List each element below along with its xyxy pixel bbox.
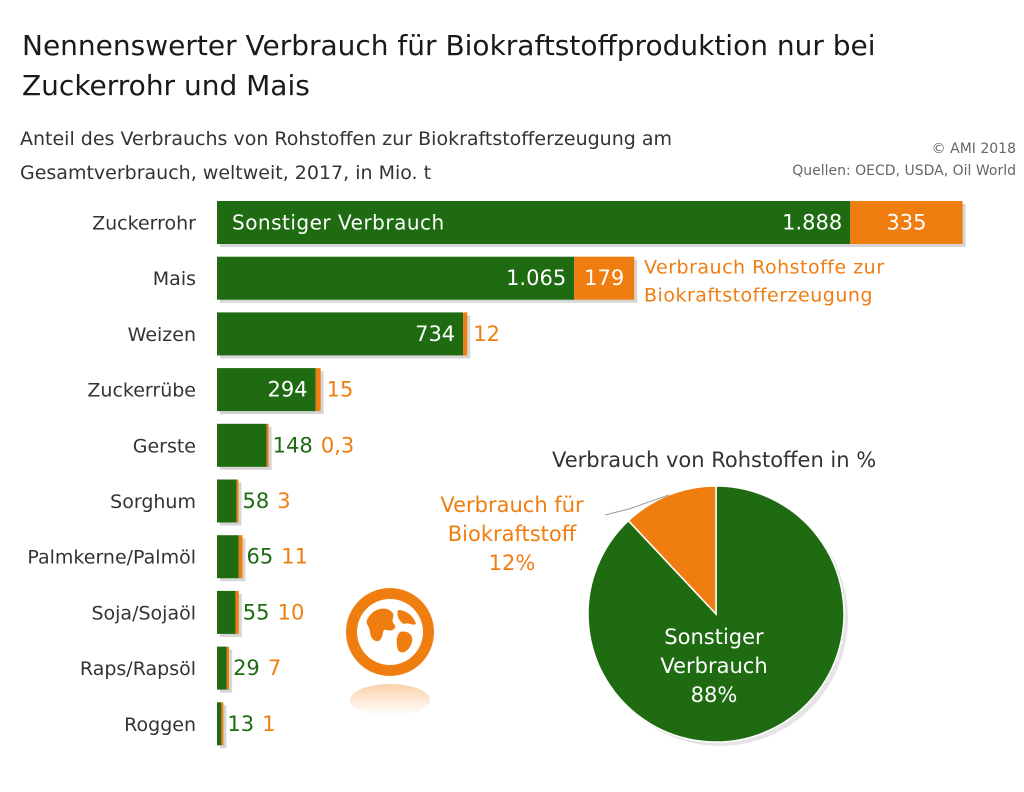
bar-green <box>217 201 851 244</box>
bar-value-green: 55 <box>243 600 270 624</box>
bar-green <box>217 256 575 300</box>
bar-value-green: 29 <box>233 656 260 680</box>
bar-green <box>217 646 227 690</box>
bar-orange <box>850 201 963 244</box>
bar-value-green: 734 <box>415 322 455 346</box>
category-label: Raps/Rapsöl <box>80 658 196 680</box>
bar-value-orange: 7 <box>268 656 281 680</box>
bar-green <box>217 312 464 356</box>
pie-title: Verbrauch von Rohstoffen in % <box>552 448 877 472</box>
pie-label-orange: Biokraftstoff <box>448 522 577 546</box>
category-label: Zuckerrohr <box>92 213 196 235</box>
chart-title: Nennenswerter Verbrauch für Biokraftstof… <box>22 29 876 102</box>
category-label: Gerste <box>133 435 196 457</box>
category-label: Soja/Sojaöl <box>91 602 196 624</box>
bar-orange <box>226 646 230 690</box>
sources-text: Quellen: OECD, USDA, Oil World <box>792 163 1016 179</box>
bar-orange <box>574 256 635 300</box>
copyright-text: © AMI 2018 <box>931 141 1016 157</box>
category-label: Mais <box>153 268 196 290</box>
pie-value-green: 88% <box>691 683 738 707</box>
bar-value-green: 58 <box>242 489 269 513</box>
bar-value-green: 148 <box>273 433 313 457</box>
bar-value-green: 1.888 <box>782 211 842 235</box>
bar-orange <box>236 479 239 523</box>
bar-green <box>217 702 222 746</box>
category-label: Sorghum <box>110 491 196 513</box>
bar-value-orange: 335 <box>886 211 926 235</box>
source-note: © AMI 2018 Quellen: OECD, USDA, Oil Worl… <box>792 138 1016 182</box>
bar-value-orange: 3 <box>277 489 290 513</box>
bar-green <box>217 590 236 634</box>
bar-value-orange: 1 <box>262 712 275 736</box>
bar-value-green: 65 <box>246 545 273 569</box>
pie-slice <box>627 485 717 616</box>
category-label: Weizen <box>128 324 196 346</box>
category-label: Roggen <box>124 714 196 736</box>
bar-orange <box>221 702 224 746</box>
bar-value-green: 13 <box>227 712 254 736</box>
bar-value-orange: 179 <box>584 266 624 290</box>
bar-value-orange: 15 <box>327 378 354 402</box>
chart-subtitle: Anteil des Verbrauchs von Rohstoffen zur… <box>20 128 673 184</box>
category-label: Palmkerne/Palmöl <box>27 547 196 569</box>
legend-label-orange: Verbrauch Rohstoffe zur <box>644 257 885 279</box>
globe-icon <box>346 588 434 716</box>
legend-label-orange: Biokraftstofferzeugung <box>644 285 873 307</box>
bar-value-orange: 10 <box>278 600 305 624</box>
bar-orange <box>235 590 239 634</box>
pie-label-green: Sonstiger <box>664 625 764 649</box>
bar-value-green: 294 <box>268 378 308 402</box>
bar-green <box>217 535 239 579</box>
bar-green <box>217 423 267 467</box>
bar-orange <box>266 423 269 467</box>
pie-label-green: Verbrauch <box>660 654 767 678</box>
bar-green <box>217 479 237 523</box>
pie-value-orange: 12% <box>489 551 536 575</box>
bar-value-orange: 0,3 <box>321 433 354 457</box>
bar-value-green: 1.065 <box>506 266 566 290</box>
category-label: Zuckerrübe <box>87 380 196 402</box>
pie-label-orange: Verbrauch für <box>440 493 584 517</box>
bar-orange <box>463 312 468 356</box>
bar-value-orange: 12 <box>473 322 500 346</box>
legend-label-green: Sonstiger Verbrauch <box>232 211 445 235</box>
bar-green <box>217 368 316 412</box>
bar-orange <box>315 368 321 412</box>
bar-value-orange: 11 <box>281 545 308 569</box>
bar-orange <box>238 535 243 579</box>
leader-line <box>604 494 670 516</box>
